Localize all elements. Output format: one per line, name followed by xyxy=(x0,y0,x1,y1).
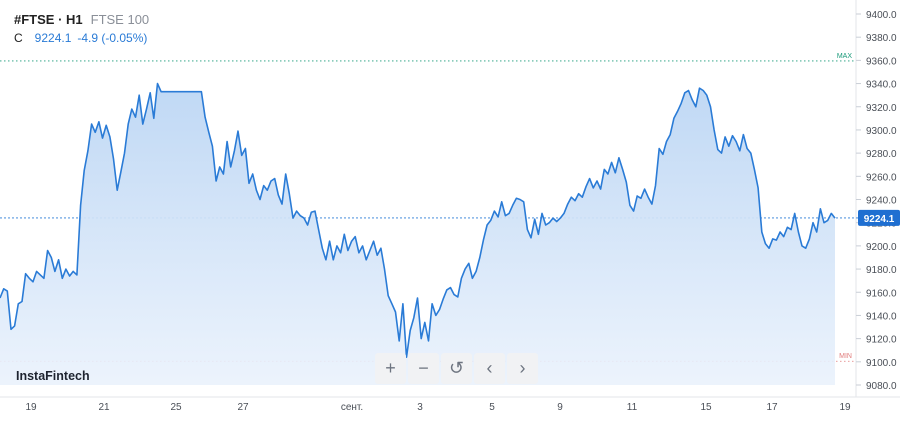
close-value: 9224.1 xyxy=(34,31,72,45)
instrument-name: FTSE 100 xyxy=(90,12,150,27)
chart-header: #FTSE · H1 FTSE 100 xyxy=(14,10,149,30)
current-price-badge xyxy=(858,209,900,226)
zoom-in-button[interactable]: + xyxy=(375,353,406,384)
y-tick-label: 9180.0 xyxy=(866,265,897,276)
price-line[interactable] xyxy=(0,82,836,358)
scroll-right-button[interactable]: › xyxy=(507,353,538,384)
y-tick-label: 9400.0 xyxy=(866,10,897,21)
x-tick-label: 27 xyxy=(237,402,249,413)
y-tick-label: 9200.0 xyxy=(866,242,897,253)
x-tick-label: 5 xyxy=(489,402,495,413)
x-tick-label: 17 xyxy=(766,402,778,413)
y-tick-label: 9340.0 xyxy=(866,80,897,91)
y-tick-label: 9320.0 xyxy=(866,103,897,114)
quote-line: C 9224.1 -4.9 (-0.05%) xyxy=(14,31,147,45)
x-tick-label: сент. xyxy=(341,402,363,413)
x-tick-label: 19 xyxy=(25,402,37,413)
reset-button[interactable]: ↺ xyxy=(441,353,472,384)
max-label: MAX xyxy=(837,53,853,60)
y-tick-label: 9080.0 xyxy=(866,381,897,392)
scroll-left-button[interactable]: ‹ xyxy=(474,353,505,384)
y-tick-label: 9120.0 xyxy=(866,335,897,346)
y-tick-label: 9160.0 xyxy=(866,288,897,299)
chart-toolbar: + − ↺ ‹ › xyxy=(375,353,538,384)
x-tick-label: 19 xyxy=(839,402,851,413)
y-tick-label: 9140.0 xyxy=(866,311,897,322)
y-tick-label: 9240.0 xyxy=(866,196,897,207)
zoom-out-button[interactable]: − xyxy=(408,353,439,384)
close-prefix: C xyxy=(14,31,23,45)
x-tick-label: 9 xyxy=(557,402,563,413)
y-tick-label: 9380.0 xyxy=(866,33,897,44)
y-tick-label: 9260.0 xyxy=(866,172,897,183)
y-tick-label: 9360.0 xyxy=(866,56,897,67)
price-change: -4.9 (-0.05%) xyxy=(77,31,148,45)
current-price-tag: 9224.1 xyxy=(858,209,900,226)
y-tick-label: 9280.0 xyxy=(866,149,897,160)
symbol-label: #FTSE · H1 xyxy=(14,12,83,27)
x-axis-ticks: 19 21 25 27 сент. 3 5 9 11 15 17 19 xyxy=(25,402,851,413)
y-axis-ticks: 9400.0 9380.0 9360.0 9340.0 9320.0 9300.0 9280… xyxy=(856,10,897,392)
y-tick-label: 9100.0 xyxy=(866,358,897,369)
y-tick-label: 9300.0 xyxy=(866,126,897,137)
current-price-label: 9224.1 xyxy=(864,214,895,225)
x-tick-label: 11 xyxy=(627,402,638,413)
brand-logo: InstaFintech xyxy=(16,369,90,383)
x-tick-label: 21 xyxy=(98,402,110,413)
price-area-fill xyxy=(0,83,835,385)
x-tick-label: 25 xyxy=(170,402,182,413)
x-tick-label: 15 xyxy=(700,402,712,413)
min-label: MIN xyxy=(839,353,852,360)
x-tick-label: 3 xyxy=(417,402,423,413)
